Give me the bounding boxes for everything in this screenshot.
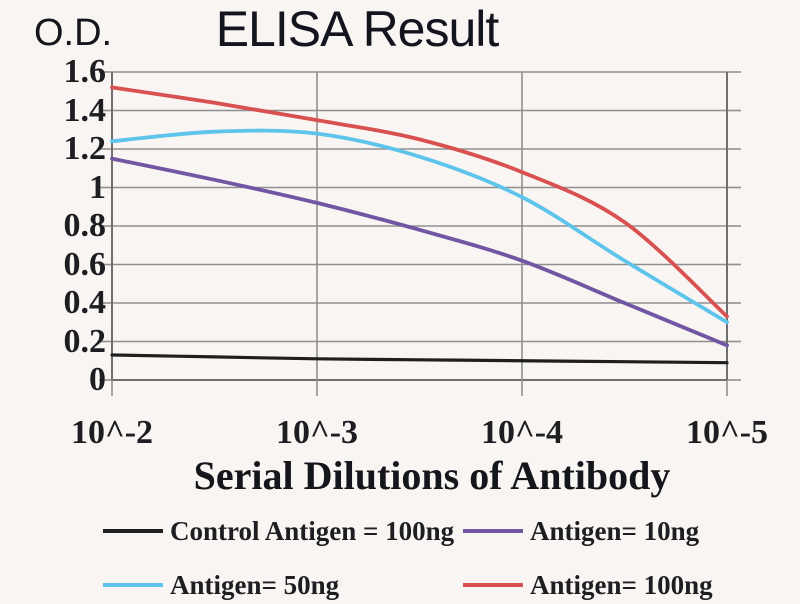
legend-item-antigen-50ng: Antigen= 50ng: [103, 566, 463, 604]
y-tick-label: 1.4: [63, 91, 107, 129]
y-tick-label: 0.4: [63, 284, 107, 321]
y-tick-label: 0.2: [63, 322, 107, 360]
x-tick-label: 10^-2: [70, 414, 154, 451]
plot-area: [99, 71, 741, 396]
series-line-2: [110, 128, 729, 325]
legend-item-antigen-10ng: Antigen= 10ng: [463, 512, 713, 550]
legend-label-antigen-100ng: Antigen= 100ng: [530, 569, 713, 600]
series-line-1: [110, 156, 729, 348]
legend: Control Antigen = 100ng Antigen= 10ng An…: [103, 512, 713, 604]
legend-line-swatch-antigen-50ng: [103, 583, 163, 587]
chart-title: ELISA Result: [215, 1, 500, 57]
legend-label-control: Control Antigen = 100ng: [170, 515, 455, 546]
legend-label-antigen-50ng: Antigen= 50ng: [170, 569, 340, 600]
x-axis-label: Serial Dilutions of Antibody: [193, 453, 671, 498]
x-tick-label: 10^-4: [480, 414, 564, 451]
x-tick-label: 10^-3: [275, 414, 359, 451]
legend-line-swatch-antigen-100ng: [463, 583, 523, 587]
series-line-3: [110, 85, 729, 319]
legend-label-antigen-10ng: Antigen= 10ng: [530, 515, 700, 546]
legend-line-swatch-control: [103, 529, 163, 533]
y-tick-label: 0.6: [63, 245, 107, 283]
legend-line-swatch-antigen-10ng: [463, 529, 523, 533]
series-line-0: [110, 353, 729, 365]
y-tick-label: 0: [89, 361, 106, 398]
y-tick-label: 1.6: [63, 53, 107, 90]
legend-item-control: Control Antigen = 100ng: [103, 512, 463, 550]
y-axis-label: O.D.: [34, 12, 113, 54]
y-tick-label: 0.8: [63, 207, 107, 244]
y-tick-label: 1: [89, 168, 106, 206]
x-tick-label: 10^-5: [685, 414, 769, 451]
legend-item-antigen-100ng: Antigen= 100ng: [463, 566, 713, 604]
y-tick-label: 1.2: [63, 130, 107, 167]
